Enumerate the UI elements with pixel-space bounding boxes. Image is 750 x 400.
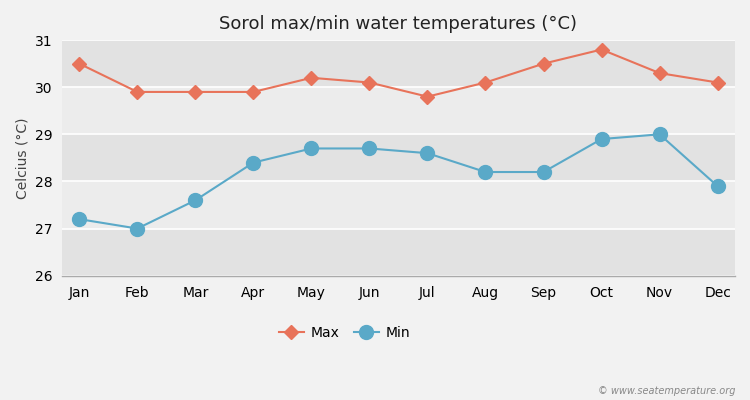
Max (713, 80, 722, 85)
Min (365, 146, 374, 151)
Bar (62, 134, 735, 182)
Min (190, 198, 200, 203)
Min (423, 151, 432, 156)
Max (365, 80, 374, 85)
Line: Min: Min (72, 127, 724, 236)
Y-axis label: Celcius (°C): Celcius (°C) (15, 117, 29, 199)
Min (249, 160, 258, 165)
Max (655, 71, 664, 76)
Min (539, 170, 548, 174)
Title: Sorol max/min water temperatures (°C): Sorol max/min water temperatures (°C) (220, 15, 578, 33)
Max (597, 47, 606, 52)
Max (190, 90, 200, 94)
Min (713, 184, 722, 188)
Bar (62, 40, 735, 87)
Line: Max: Max (74, 45, 722, 102)
Max (75, 61, 84, 66)
Bar (62, 228, 735, 276)
Min (307, 146, 316, 151)
Text: © www.seatemperature.org: © www.seatemperature.org (598, 386, 735, 396)
Min (481, 170, 490, 174)
Max (307, 75, 316, 80)
Bar (62, 87, 735, 134)
Min (597, 137, 606, 142)
Min (75, 217, 84, 222)
Max (249, 90, 258, 94)
Max (423, 94, 432, 99)
Max (539, 61, 548, 66)
Min (133, 226, 142, 231)
Legend: Max, Min: Max, Min (274, 320, 416, 346)
Max (481, 80, 490, 85)
Bar (62, 182, 735, 228)
Max (133, 90, 142, 94)
Min (655, 132, 664, 137)
